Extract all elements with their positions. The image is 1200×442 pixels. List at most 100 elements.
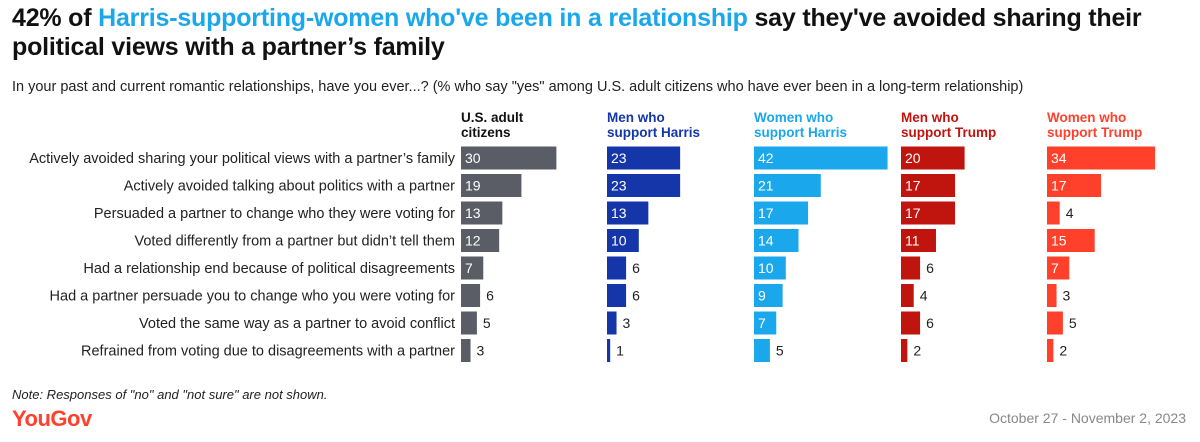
series-header: citizens bbox=[461, 125, 511, 140]
survey-date: October 27 - November 2, 2023 bbox=[989, 410, 1186, 426]
bar bbox=[461, 311, 477, 335]
series-header: Men who bbox=[607, 110, 665, 125]
bar bbox=[607, 174, 681, 197]
bar bbox=[901, 339, 908, 362]
bar bbox=[607, 339, 611, 362]
bar bbox=[754, 229, 799, 252]
bar bbox=[901, 174, 956, 197]
bar bbox=[901, 146, 965, 170]
chart-note: Note: Responses of "no" and "not sure" a… bbox=[12, 387, 328, 402]
bar bbox=[901, 229, 936, 252]
data-label: 4 bbox=[1066, 205, 1074, 221]
bar bbox=[1047, 284, 1057, 307]
series-header: Women who bbox=[1047, 110, 1126, 125]
category-label: Voted differently from a partner but did… bbox=[134, 234, 455, 250]
bar bbox=[901, 311, 921, 335]
category-label: Had a partner persuade you to change who… bbox=[50, 289, 456, 305]
series-header: support Trump bbox=[901, 125, 996, 140]
data-label: 17 bbox=[1051, 178, 1067, 194]
data-label: 7 bbox=[465, 260, 473, 276]
title-suffix: say they've avoided sharing their politi… bbox=[12, 4, 1142, 61]
data-label: 1 bbox=[616, 343, 624, 359]
data-label: 7 bbox=[1051, 260, 1059, 276]
category-label: Refrained from voting due to disagreemen… bbox=[81, 344, 455, 360]
bar bbox=[754, 311, 777, 335]
category-label: Actively avoided talking about politics … bbox=[124, 179, 455, 195]
data-label: 20 bbox=[905, 150, 921, 166]
data-label: 21 bbox=[758, 178, 774, 194]
data-label: 6 bbox=[486, 288, 494, 304]
series-header: Men who bbox=[901, 110, 959, 125]
data-label: 10 bbox=[611, 233, 627, 249]
bar bbox=[461, 146, 557, 170]
bar bbox=[461, 201, 503, 225]
data-label: 23 bbox=[611, 178, 627, 194]
data-label: 2 bbox=[1059, 343, 1067, 359]
bar bbox=[607, 256, 627, 280]
data-label: 5 bbox=[776, 343, 784, 359]
data-label: 14 bbox=[758, 233, 774, 249]
chart-title: 42% of Harris-supporting-women who've be… bbox=[12, 4, 1192, 62]
data-label: 13 bbox=[611, 205, 627, 221]
bar bbox=[1047, 311, 1063, 335]
bar bbox=[754, 201, 809, 225]
bar bbox=[607, 201, 649, 225]
data-label: 13 bbox=[465, 205, 481, 221]
data-label: 11 bbox=[905, 233, 920, 249]
title-highlight: Harris-supporting-women who've been in a… bbox=[98, 4, 748, 32]
data-label: 7 bbox=[758, 315, 766, 331]
data-label: 9 bbox=[758, 288, 766, 304]
bar bbox=[1047, 229, 1095, 252]
bar bbox=[1047, 339, 1054, 362]
series-header: support Trump bbox=[1047, 125, 1142, 140]
data-label: 6 bbox=[926, 315, 934, 331]
bar bbox=[607, 229, 639, 252]
bar bbox=[754, 256, 786, 280]
data-label: 23 bbox=[611, 150, 627, 166]
data-label: 34 bbox=[1051, 150, 1067, 166]
series-header: U.S. adult bbox=[461, 110, 524, 125]
bar bbox=[1047, 256, 1070, 280]
bar bbox=[607, 311, 617, 335]
category-label: Had a relationship end because of politi… bbox=[83, 261, 455, 277]
data-label: 3 bbox=[477, 343, 485, 359]
bar bbox=[754, 174, 821, 197]
bar bbox=[1047, 174, 1102, 197]
chart-subtitle: In your past and current romantic relati… bbox=[12, 79, 1024, 95]
data-label: 3 bbox=[1063, 288, 1071, 304]
category-label: Voted the same way as a partner to avoid… bbox=[139, 316, 455, 332]
data-label: 15 bbox=[1051, 233, 1067, 249]
bar bbox=[754, 284, 783, 307]
data-label: 30 bbox=[465, 150, 481, 166]
bar bbox=[461, 256, 484, 280]
series-header: support Harris bbox=[754, 125, 847, 140]
data-label: 3 bbox=[623, 315, 631, 331]
data-label: 6 bbox=[926, 260, 934, 276]
bar bbox=[1047, 146, 1156, 170]
bar bbox=[754, 339, 770, 362]
bar bbox=[901, 256, 921, 280]
data-label: 5 bbox=[1069, 315, 1077, 331]
bar bbox=[754, 146, 888, 170]
data-label: 6 bbox=[632, 288, 640, 304]
bar bbox=[461, 339, 471, 362]
data-label: 12 bbox=[465, 233, 481, 249]
data-label: 42 bbox=[758, 150, 774, 166]
bar bbox=[1047, 201, 1060, 225]
bar bbox=[461, 284, 481, 307]
series-header: Women who bbox=[754, 110, 833, 125]
data-label: 19 bbox=[465, 178, 481, 194]
data-label: 6 bbox=[632, 260, 640, 276]
yougov-logo: YouGov bbox=[12, 406, 92, 431]
bar bbox=[607, 284, 627, 307]
data-label: 10 bbox=[758, 260, 774, 276]
bar bbox=[461, 174, 522, 197]
category-label: Actively avoided sharing your political … bbox=[29, 151, 456, 167]
bar bbox=[901, 201, 956, 225]
data-label: 17 bbox=[905, 205, 921, 221]
bar bbox=[607, 146, 681, 170]
title-prefix: 42% of bbox=[12, 4, 99, 32]
data-label: 4 bbox=[920, 288, 928, 304]
data-label: 17 bbox=[758, 205, 774, 221]
